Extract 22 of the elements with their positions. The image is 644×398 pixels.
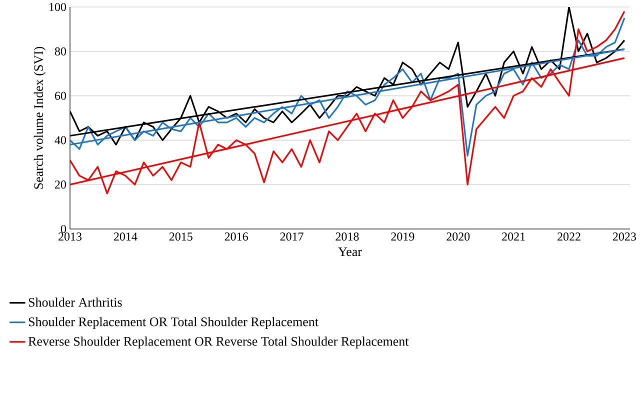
y-tick-label: 100 xyxy=(50,2,66,12)
x-tick-label: 2020 xyxy=(446,232,470,241)
x-tick-label: 2021 xyxy=(502,232,525,241)
y-tick-label: 0 xyxy=(60,224,66,234)
legend-label: Reverse Shoulder Replacement OR Reverse Total Shoulder Replacement xyxy=(28,336,409,348)
x-tick-label: 2022 xyxy=(558,232,580,241)
legend-label: Shoulder Arthritis xyxy=(28,298,122,307)
x-tick-label: 2018 xyxy=(336,232,359,241)
y-tick-label: 40 xyxy=(54,136,66,144)
legend-label: Shoulder Replacement OR Total Shoulder Replacement xyxy=(28,317,318,329)
x-tick-label: 2016 xyxy=(224,232,248,241)
y-tick-label: 60 xyxy=(54,92,66,100)
y-tick-label: 20 xyxy=(55,180,66,189)
x-tick-label: 2015 xyxy=(169,232,192,241)
x-tick-label: 2017 xyxy=(280,232,304,241)
y-tick-label: 80 xyxy=(54,47,66,56)
x-tick-label: 2014 xyxy=(114,232,138,241)
x-tick-label: 2013 xyxy=(58,232,82,241)
x-axis-title: Year xyxy=(338,247,362,256)
y-axis-title: Search volume Index (SVI) xyxy=(34,46,46,189)
x-tick-label: 2023 xyxy=(612,232,636,241)
x-tick-label: 2019 xyxy=(391,232,414,241)
